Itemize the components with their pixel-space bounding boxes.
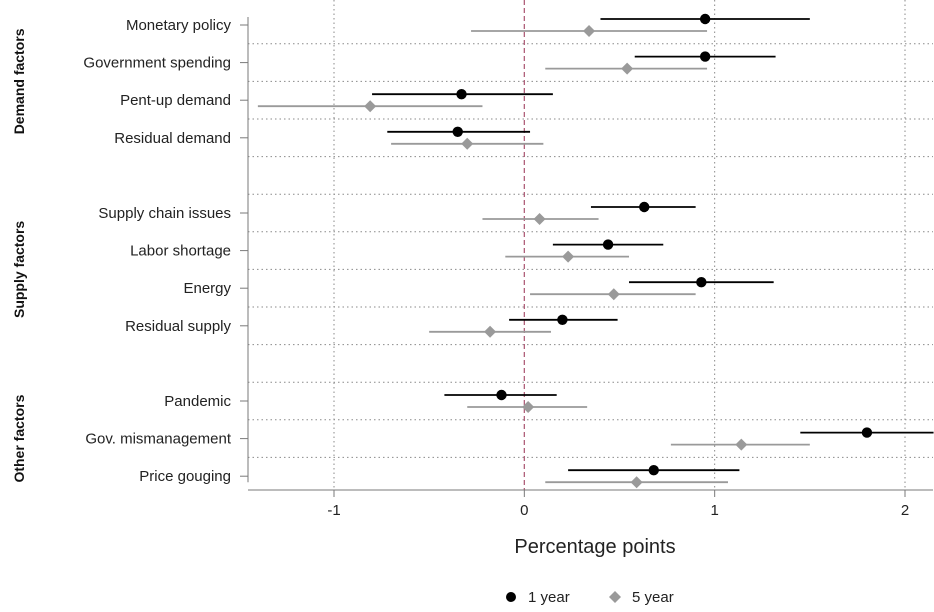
point-1-year-pent-up-demand [456,89,467,100]
category-label-government-spending: Government spending [83,55,231,72]
legend: 1 year 5 year [506,589,674,606]
point-1-year-government-spending [699,51,711,62]
legend-marker-5-year [609,591,621,603]
point-1-year-pandemic [496,389,507,401]
point-1-year-monetary-policy [699,13,711,25]
category-label-gov-mismanagement: Gov. mismanagement [85,431,231,448]
x-tick-label: -1 [327,502,340,519]
point-5-year-residual-supply [484,325,497,338]
point-1-year-labor-shortage [602,239,614,250]
point-1-year-residual-supply [557,314,568,325]
x-tick-label: 2 [901,502,909,519]
point-5-year-residual-demand [461,137,474,150]
point-1-year-residual-demand [452,126,463,137]
series-layer [257,13,934,489]
point-1-year-gov-mismanagement [861,427,873,438]
category-label-price-gouging: Price gouging [139,468,231,485]
point-1-year-supply-chain-issues [639,201,650,213]
axis-layer: -1 0 1 2 Monetary policy Government spending P… [11,17,933,519]
x-axis-title: Percentage points [514,536,675,558]
point-5-year-pandemic [522,401,535,413]
category-label-residual-demand: Residual demand [114,130,231,147]
category-label-pent-up-demand: Pent-up demand [120,92,231,109]
point-5-year-price-gouging [630,476,643,489]
category-label-pandemic: Pandemic [164,393,231,410]
group-label-supply-factors: Supply factors [11,221,27,318]
point-1-year-price-gouging [648,465,659,476]
group-label-other-factors: Other factors [11,394,27,482]
legend-marker-1-year [506,592,516,602]
grid-layer [248,0,933,490]
group-label-demand-factors: Demand factors [11,28,27,134]
category-label-residual-supply: Residual supply [125,318,231,335]
category-label-energy: Energy [183,280,231,297]
category-label-labor-shortage: Labor shortage [130,243,231,260]
category-label-monetary-policy: Monetary policy [126,17,232,34]
x-tick-label: 1 [710,502,718,519]
legend-label-1-year: 1 year [528,589,570,606]
point-5-year-supply-chain-issues [533,213,546,225]
point-5-year-gov-mismanagement [735,438,748,451]
category-label-supply-chain-issues: Supply chain issues [98,205,231,222]
point-1-year-energy [696,277,707,288]
point-5-year-labor-shortage [562,250,575,263]
point-5-year-monetary-policy [583,25,596,37]
point-5-year-pent-up-demand [364,100,377,113]
point-5-year-government-spending [621,62,634,75]
legend-label-5-year: 5 year [632,589,674,606]
point-5-year-energy [607,288,620,301]
x-tick-label: 0 [520,502,528,519]
